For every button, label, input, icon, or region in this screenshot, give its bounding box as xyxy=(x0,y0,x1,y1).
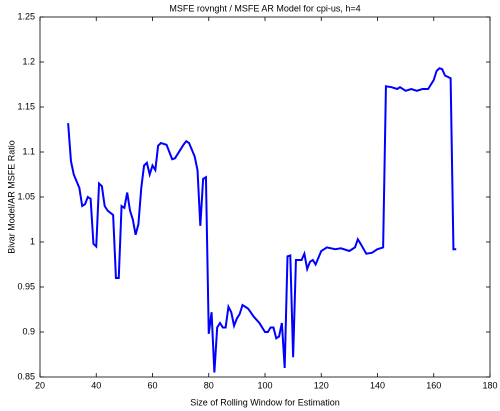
y-tick-label: 1.1 xyxy=(22,146,35,156)
x-tick-label: 100 xyxy=(257,380,272,390)
y-tick-label: 1 xyxy=(30,236,35,246)
plot-frame xyxy=(39,16,491,378)
y-tick-label: 0.9 xyxy=(22,326,35,336)
x-tick-label: 140 xyxy=(370,380,385,390)
x-tick-label: 60 xyxy=(147,380,157,390)
x-tick-label: 160 xyxy=(426,380,441,390)
y-tick-label: 0.85 xyxy=(17,371,35,381)
y-axis-label: Bivar Model/AR MSFE Ratio xyxy=(6,140,16,254)
x-tick-label: 120 xyxy=(314,380,329,390)
data-line xyxy=(67,67,457,373)
y-tick-label: 1.05 xyxy=(17,191,35,201)
y-tick-label: 1.25 xyxy=(17,11,35,21)
x-tick-label: 20 xyxy=(35,380,45,390)
x-tick-label: 40 xyxy=(91,380,101,390)
x-tick-label: 80 xyxy=(204,380,214,390)
y-tick-label: 1.15 xyxy=(17,101,35,111)
chart-title: MSFE rovnght / MSFE AR Model for cpi-us,… xyxy=(169,3,360,13)
y-tick-label: 0.95 xyxy=(17,281,35,291)
x-axis-label: Size of Rolling Window for Estimation xyxy=(190,397,340,407)
y-tick-label: 1.2 xyxy=(22,56,35,66)
x-tick-label: 180 xyxy=(482,380,497,390)
